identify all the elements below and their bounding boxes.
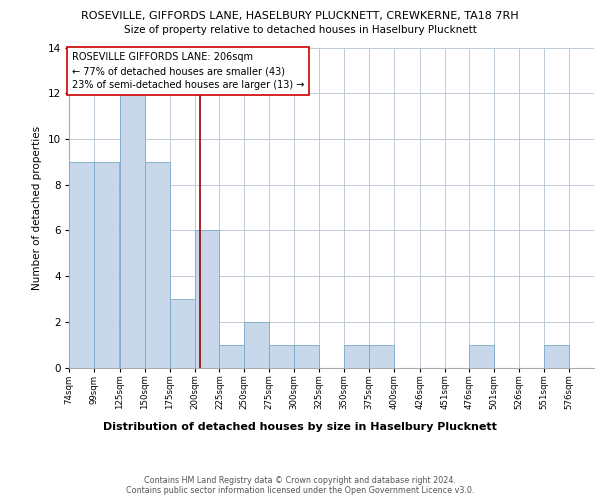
Bar — [344, 344, 369, 368]
Bar — [94, 162, 119, 368]
Bar — [294, 344, 319, 368]
Y-axis label: Number of detached properties: Number of detached properties — [32, 126, 42, 290]
Text: Distribution of detached houses by size in Haselbury Plucknett: Distribution of detached houses by size … — [103, 422, 497, 432]
Bar — [469, 344, 494, 368]
Bar — [120, 93, 145, 367]
Text: ROSEVILLE, GIFFORDS LANE, HASELBURY PLUCKNETT, CREWKERNE, TA18 7RH: ROSEVILLE, GIFFORDS LANE, HASELBURY PLUC… — [81, 11, 519, 21]
Bar — [544, 344, 569, 368]
Bar — [145, 162, 170, 368]
Bar — [220, 344, 244, 368]
Bar — [69, 162, 94, 368]
Bar — [244, 322, 269, 368]
Bar — [369, 344, 394, 368]
Bar — [170, 299, 194, 368]
Text: ROSEVILLE GIFFORDS LANE: 206sqm
← 77% of detached houses are smaller (43)
23% of: ROSEVILLE GIFFORDS LANE: 206sqm ← 77% of… — [71, 52, 304, 90]
Bar — [194, 230, 220, 368]
Text: Size of property relative to detached houses in Haselbury Plucknett: Size of property relative to detached ho… — [124, 25, 476, 35]
Text: Contains HM Land Registry data © Crown copyright and database right 2024.
Contai: Contains HM Land Registry data © Crown c… — [126, 476, 474, 496]
Bar — [269, 344, 294, 368]
